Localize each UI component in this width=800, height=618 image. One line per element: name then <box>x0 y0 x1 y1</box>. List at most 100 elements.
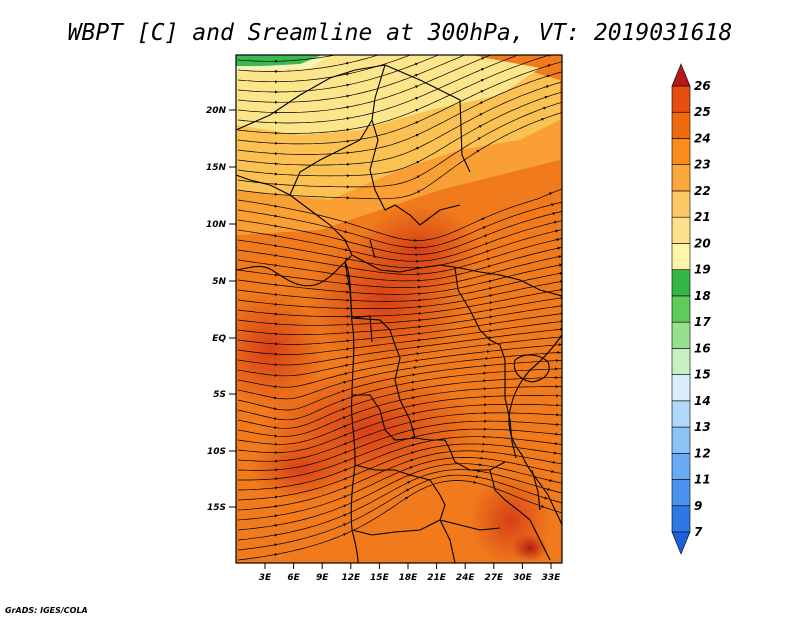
streamline <box>237 321 562 355</box>
streamline-arrowhead <box>554 442 558 446</box>
streamline-arrowhead <box>416 147 420 150</box>
streamline <box>237 480 562 561</box>
streamline-arrowhead <box>556 413 560 417</box>
streamline-arrowhead <box>484 403 488 407</box>
streamline-arrowhead <box>555 432 559 436</box>
streamline <box>237 404 562 453</box>
streamline-arrowhead <box>346 196 350 200</box>
colorbar-segment <box>671 138 691 166</box>
streamline-arrowhead <box>346 117 350 120</box>
streamline-arrowhead <box>346 298 350 302</box>
streamline-arrowhead <box>556 403 560 407</box>
streamline-arrowhead <box>346 105 350 109</box>
streamline-arrowhead <box>416 259 420 263</box>
colorbar-segment <box>671 426 691 454</box>
border <box>351 519 501 536</box>
border <box>369 64 461 226</box>
streamline <box>237 55 440 93</box>
colorbar-label: 24 <box>694 131 711 145</box>
lon-tick-label: 27E <box>484 573 504 583</box>
streamline <box>237 61 562 145</box>
streamline-arrowhead <box>476 150 480 153</box>
streamline-arrowhead <box>549 192 553 196</box>
colorbar-label: 15 <box>694 368 711 382</box>
streamline-arrowhead <box>346 139 350 143</box>
streamline-arrowhead <box>274 263 278 267</box>
streamline-arrowhead <box>553 451 557 455</box>
streamline-arrowhead <box>558 343 562 347</box>
lon-tick-label: 9E <box>316 573 329 583</box>
streamline-arrowhead <box>415 121 419 124</box>
streamline <box>237 55 492 113</box>
streamline-arrowhead <box>488 336 492 340</box>
streamline-arrowhead <box>341 398 346 402</box>
colorbar-label: 22 <box>694 184 711 198</box>
streamline-arrowhead <box>416 352 420 356</box>
streamline-arrowhead <box>346 72 350 76</box>
streamline-arrowhead <box>547 74 551 78</box>
streamline <box>237 289 562 317</box>
streamline <box>237 112 562 200</box>
border <box>236 174 353 263</box>
coastline <box>236 261 359 563</box>
streamline <box>237 91 562 177</box>
streamline <box>237 264 562 295</box>
colorbar-segment <box>671 374 691 402</box>
lat-tick-label: 5S <box>213 390 226 400</box>
lat-tick-label: 15N <box>206 163 227 173</box>
streamline-arrowhead <box>346 347 350 351</box>
streamline <box>237 55 520 124</box>
streamline <box>237 81 562 166</box>
streamline-arrowhead <box>343 513 347 517</box>
streamline <box>237 386 562 437</box>
streamline-arrowhead <box>274 363 278 367</box>
colorbar-segment <box>671 321 691 349</box>
streamline-arrowhead <box>556 238 560 242</box>
streamline-arrowhead <box>554 220 558 224</box>
streamline-arrowhead <box>274 332 278 336</box>
streamline-arrowhead <box>488 343 491 347</box>
wbpt-band-17 <box>236 55 322 66</box>
streamline-arrowhead <box>345 248 349 252</box>
streamline-arrowhead <box>409 466 413 470</box>
streamline <box>237 71 562 155</box>
streamline-arrowhead <box>344 460 348 463</box>
wbpt-hot-core <box>512 534 548 562</box>
colorbar-segment <box>671 505 691 533</box>
streamline <box>237 420 562 471</box>
streamline <box>237 377 562 429</box>
streamline-arrowhead <box>551 469 555 473</box>
colorbar-label: 9 <box>694 499 702 513</box>
streamline-arrowhead <box>411 380 415 384</box>
streamline-arrowhead <box>274 553 278 557</box>
streamline <box>237 255 562 288</box>
streamline-arrowhead <box>275 59 278 63</box>
streamline-arrowhead <box>478 125 482 128</box>
streamline-arrowhead <box>555 376 559 380</box>
streamline-arrowhead <box>485 242 489 246</box>
streamline-arrowhead <box>483 371 487 375</box>
streamline-arrowhead <box>407 481 411 484</box>
streamline-arrowhead <box>274 434 278 438</box>
streamline-arrowhead <box>483 379 487 383</box>
streamline-arrowhead <box>274 373 278 377</box>
streamline-arrowhead <box>489 286 493 290</box>
streamline-arrowhead <box>418 312 422 315</box>
lon-tick-label: 24E <box>456 573 476 583</box>
streamline-arrowhead <box>274 152 278 156</box>
streamline-arrowhead <box>559 263 562 267</box>
lon-tick-label: 30E <box>513 573 533 583</box>
streamline-arrowhead <box>541 118 545 121</box>
streamline-arrowhead <box>552 212 556 216</box>
streamline-arrowhead <box>346 61 350 65</box>
plot-title: WBPT [C] and Sreamline at 300hPa, VT: 20… <box>68 20 733 46</box>
streamline-arrowhead <box>415 133 419 137</box>
streamline-arrowhead <box>274 283 278 287</box>
streamline-arrowhead <box>346 290 350 294</box>
streamline <box>237 443 562 501</box>
streamline-arrowhead <box>274 204 278 208</box>
streamline-arrowhead <box>274 244 278 248</box>
streamline-arrowhead <box>549 478 553 482</box>
streamline <box>237 351 562 400</box>
streamline-arrowhead <box>547 487 551 491</box>
